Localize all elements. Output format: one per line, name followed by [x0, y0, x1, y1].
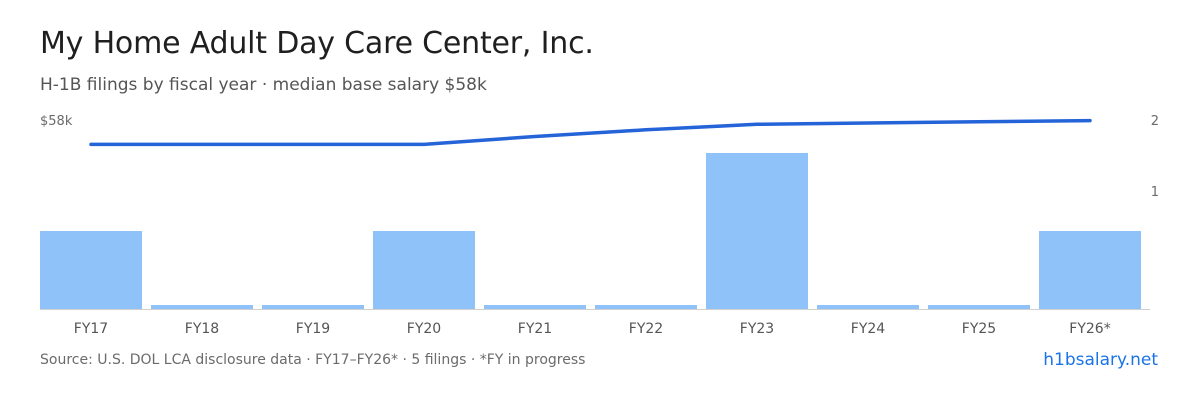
x-tick-label: FY23: [740, 321, 774, 337]
bar-fy20: [373, 231, 475, 309]
chart-subtitle: H-1B filings by fiscal year · median bas…: [40, 75, 487, 95]
bar-fy21: [484, 305, 586, 309]
x-tick-label: FY19: [296, 321, 330, 337]
brand-link[interactable]: h1bsalary.net: [1043, 350, 1158, 370]
bar-fy25: [928, 305, 1030, 309]
x-tick-label: FY26*: [1069, 321, 1110, 337]
x-tick-labels: FY17 FY18 FY19 FY20 FY21 FY22 FY23 FY24 FY25 FY26…: [74, 321, 1111, 337]
bar-fy17: [40, 231, 142, 309]
chart-title: My Home Adult Day Care Center, Inc.: [40, 26, 594, 61]
footer-source: Source: U.S. DOL LCA disclosure data · F…: [40, 352, 586, 368]
x-tick-label: FY18: [185, 321, 219, 337]
median-salary-line: [89, 118, 1092, 147]
x-tick-label: FY25: [962, 321, 996, 337]
bar-fy19: [262, 305, 364, 309]
x-tick-label: FY22: [629, 321, 663, 337]
x-tick-label: FY20: [407, 321, 441, 337]
x-tick-label: FY24: [851, 321, 886, 337]
bars-layer: [40, 153, 1141, 309]
left-axis-label: $58k: [40, 114, 73, 129]
x-tick-label: FY21: [518, 321, 552, 337]
bar-fy24: [817, 305, 919, 309]
right-axis-ticks: 21: [1151, 114, 1159, 200]
x-tick-label: FY17: [74, 321, 108, 337]
right-axis-tick: 2: [1151, 114, 1159, 129]
bar-fy18: [151, 305, 253, 309]
bar-fy26-star: [1039, 231, 1141, 309]
bar-fy22: [595, 305, 697, 309]
bar-fy23: [706, 153, 808, 309]
right-axis-tick: 1: [1151, 185, 1159, 200]
